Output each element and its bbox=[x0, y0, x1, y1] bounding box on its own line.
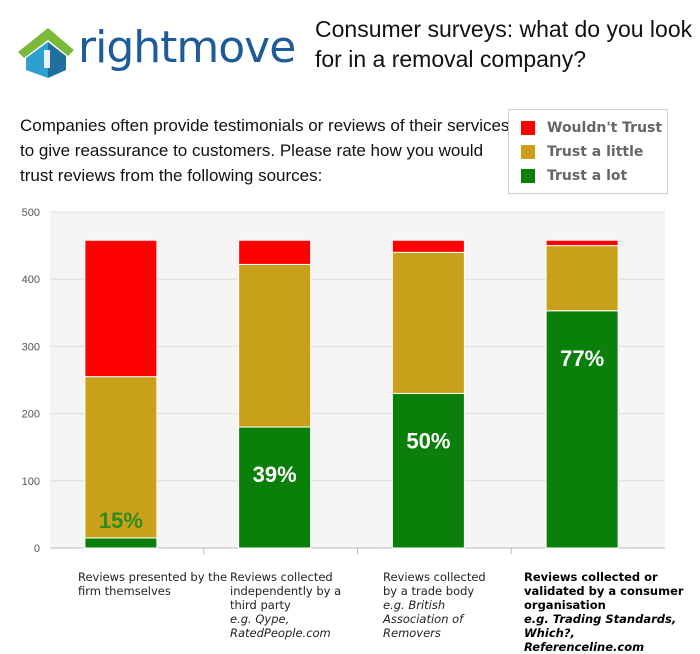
y-tick-label: 400 bbox=[22, 274, 40, 286]
chart-legend: Wouldn't Trust Trust a little Trust a lo… bbox=[508, 109, 668, 194]
bar-segment bbox=[238, 263, 312, 428]
rightmove-logo: rightmove bbox=[8, 14, 298, 94]
page-title: Consumer surveys: what do you look for i… bbox=[315, 16, 693, 72]
y-tick-label: 200 bbox=[22, 409, 40, 421]
legend-swatch bbox=[521, 121, 535, 135]
bar-segment bbox=[545, 239, 619, 247]
category-example: e.g. Trading Standards, Which?, Referenc… bbox=[524, 612, 677, 654]
bar-segment bbox=[84, 376, 158, 539]
y-tick-label: 300 bbox=[22, 341, 40, 353]
bar-segment bbox=[545, 310, 619, 549]
bar-segment bbox=[391, 392, 465, 549]
legend-label: Trust a little bbox=[547, 144, 644, 160]
y-tick-label: 500 bbox=[22, 207, 40, 219]
bar-segment bbox=[545, 245, 619, 312]
category-label-consumer-org: Reviews collected or validated by a cons… bbox=[524, 570, 696, 654]
bar-segment bbox=[238, 426, 312, 549]
data-label: 77% bbox=[560, 346, 604, 371]
legend-item-trust-lot: Trust a lot bbox=[521, 166, 627, 186]
bar-segment bbox=[391, 251, 465, 394]
data-label: 50% bbox=[406, 428, 450, 453]
house-logo-icon bbox=[18, 28, 74, 78]
bar-segment bbox=[238, 239, 312, 265]
category-text: Reviews collected by a trade body bbox=[383, 570, 486, 598]
legend-swatch bbox=[521, 145, 535, 159]
y-tick-label: 0 bbox=[34, 543, 40, 555]
category-example: e.g. British Association of Removers bbox=[383, 598, 464, 640]
legend-label: Wouldn't Trust bbox=[547, 120, 663, 136]
category-text: Reviews presented by the firm themselves bbox=[78, 570, 228, 598]
category-text: Reviews collected independently by a thi… bbox=[230, 570, 342, 612]
category-text: Reviews collected or validated by a cons… bbox=[524, 570, 684, 612]
stacked-bar-chart: 0 100 200 300 400 500 15% 39% 50% 77% bbox=[22, 207, 665, 555]
legend-swatch bbox=[521, 169, 535, 183]
legend-item-wouldnt-trust: Wouldn't Trust bbox=[521, 118, 662, 138]
survey-question: Companies often provide testimonials or … bbox=[20, 116, 510, 185]
category-example: e.g. Qype, RatedPeople.com bbox=[230, 612, 331, 640]
legend-item-trust-little: Trust a little bbox=[521, 142, 643, 162]
category-label-third-party: Reviews collected independently by a thi… bbox=[230, 570, 370, 640]
bar-segment bbox=[84, 239, 158, 378]
bar-segment bbox=[391, 239, 465, 253]
category-label-trade-body: Reviews collected by a trade body e.g. B… bbox=[383, 570, 493, 640]
data-label: 15% bbox=[99, 508, 143, 533]
bar-segment bbox=[84, 537, 158, 549]
y-tick-label: 100 bbox=[22, 476, 40, 488]
logo-wordmark: rightmove bbox=[78, 22, 296, 73]
legend-label: Trust a lot bbox=[547, 168, 628, 184]
data-label: 39% bbox=[253, 462, 297, 487]
category-label-firm: Reviews presented by the firm themselves bbox=[78, 570, 238, 598]
